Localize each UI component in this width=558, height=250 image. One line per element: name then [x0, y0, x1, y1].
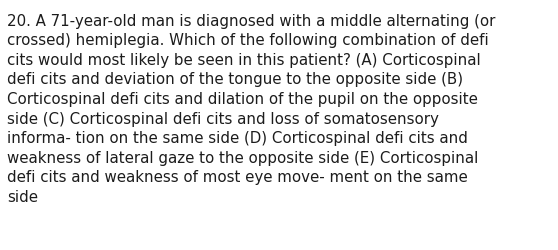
- Text: 20. A 71-year-old man is diagnosed with a middle alternating (or
crossed) hemipl: 20. A 71-year-old man is diagnosed with …: [7, 14, 495, 204]
